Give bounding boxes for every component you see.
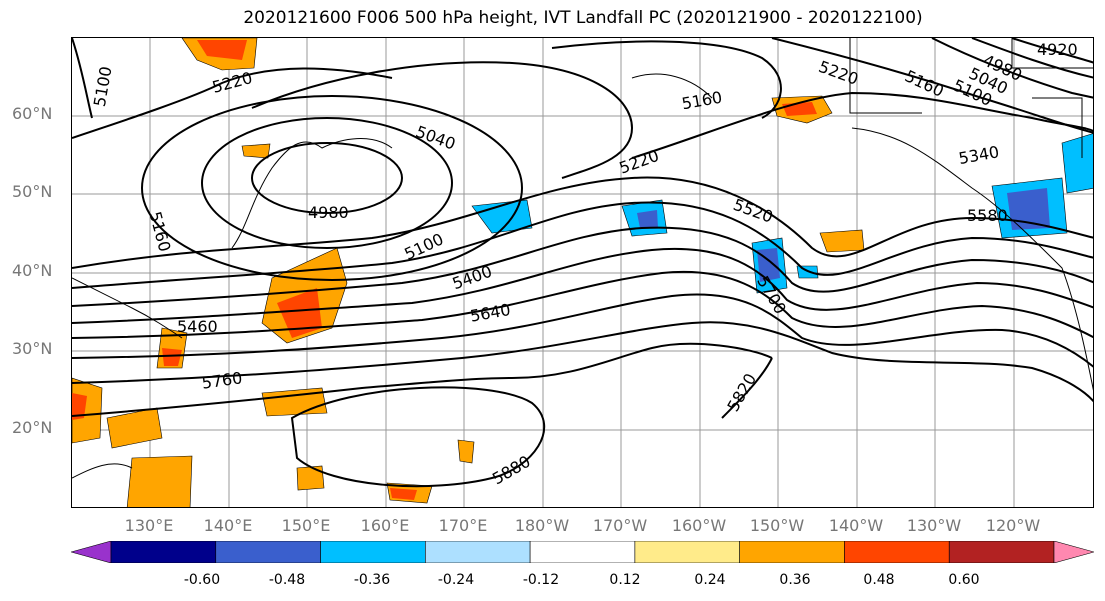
lat-label: 40°N [12,261,53,280]
colorbar-segment [110,541,217,563]
contour-label: 5640 [469,300,512,326]
contour-label: 5100 [401,229,446,263]
colorbar-segment [215,541,321,563]
lat-label: 20°N [12,418,53,437]
lat-label: 50°N [12,182,53,201]
lon-label: 180°W [514,516,570,535]
lon-label: 130°W [906,516,962,535]
colorbar-segment [844,541,950,563]
colorbar-extend-high [1053,541,1094,563]
height-contours [72,38,1093,488]
lon-label: 170°E [438,516,488,535]
colorbar-tick-label: -0.48 [268,572,306,588]
contour-label: 5820 [723,370,760,415]
lon-label: 160°E [360,516,410,535]
lon-label: 140°E [203,516,253,535]
lon-label: 150°W [749,516,805,535]
colorbar-tick-label: 0.24 [694,572,726,588]
lon-label: 150°E [281,516,331,535]
ivt-shading [72,38,1093,507]
map-panel: 5100 5220 5040 4980 5160 5160 5220 5220 … [71,37,1094,508]
colorbar-tick-label: -0.24 [437,572,475,588]
colorbar-tick-label: 0.36 [779,572,811,588]
contour-label: 5340 [957,142,1000,168]
lon-label: 160°W [671,516,727,535]
contour-label: 5220 [816,57,861,89]
colorbar-segment [634,541,740,563]
contour-label: 4920 [1037,40,1078,59]
colorbar-tick-label: -0.60 [183,572,221,588]
contour-label: 5040 [413,122,458,154]
colorbar-tick-label: -0.36 [353,572,391,588]
coastlines [72,38,1093,479]
colorbar-segment [425,541,531,563]
contour-label: 5220 [210,68,254,97]
graticule [72,38,1093,507]
lon-label: 140°W [828,516,884,535]
lat-label: 30°N [12,339,53,358]
colorbar-tick-label: 0.60 [948,572,980,588]
colorbar-segment [529,541,636,563]
colorbar-segment [948,541,1055,563]
lon-label: 170°W [592,516,648,535]
colorbar-extend-low [71,541,112,563]
map-canvas: 5100 5220 5040 4980 5160 5160 5220 5220 … [72,38,1093,507]
colorbar-tick-label: 0.48 [863,572,895,588]
colorbar-tick-label: 0.12 [609,572,641,588]
colorbar-tick-label: -0.12 [522,572,560,588]
contour-label: 4980 [308,203,349,222]
contour-label: 5160 [680,88,723,114]
contour-label: 5760 [201,368,244,392]
lat-label: 60°N [12,104,53,123]
map-title: 2020121600 F006 500 hPa height, IVT Land… [243,8,923,28]
colorbar [71,541,1094,563]
colorbar-segment [320,541,426,563]
lon-label: 120°W [985,516,1041,535]
contour-label: 5100 [90,65,116,108]
contour-label: 5880 [489,452,534,489]
contour-label: 5460 [177,317,218,336]
colorbar-segment [739,541,845,563]
lon-label: 130°E [124,516,174,535]
contour-label: 5580 [967,206,1008,225]
